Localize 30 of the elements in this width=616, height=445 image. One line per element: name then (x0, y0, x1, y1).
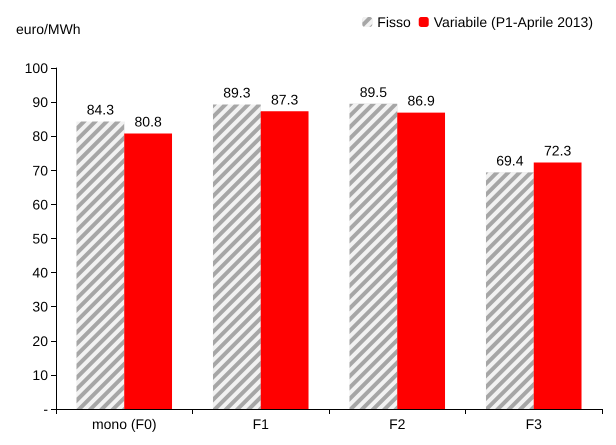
bar (534, 162, 582, 409)
x-tick-label: mono (F0) (92, 416, 157, 432)
y-tick-label: 20 (32, 332, 48, 349)
y-tick-label: 80 (32, 128, 48, 144)
bar (260, 111, 309, 409)
y-axis-title: euro/MWh (16, 21, 81, 37)
data-label: 69.4 (496, 152, 524, 168)
x-tick-label: F3 (526, 416, 542, 432)
y-tick-label: 40 (32, 264, 48, 281)
legend-label: Fisso (377, 14, 411, 30)
y-tick-label: 10 (32, 366, 48, 383)
bar (397, 112, 446, 409)
x-tick-label: F2 (389, 416, 406, 432)
y-tick-label: - (43, 401, 48, 417)
data-label: 86.9 (408, 92, 435, 109)
y-tick-label: 100 (24, 60, 48, 76)
data-label: 87.3 (271, 91, 298, 108)
data-label: 89.3 (223, 84, 251, 100)
data-label: 72.3 (544, 142, 572, 158)
x-tick-label: F1 (252, 416, 270, 432)
y-tick-label: 90 (32, 94, 48, 110)
data-label: 89.5 (360, 84, 388, 100)
bar (124, 133, 172, 409)
y-tick-label: 60 (32, 196, 48, 212)
data-label: 80.8 (134, 113, 162, 130)
y-tick-label: 30 (32, 298, 48, 315)
legend-label: Variabile (P1-Aprile 2013) (434, 14, 593, 30)
y-tick-label: 50 (32, 230, 48, 246)
y-tick-label: 70 (32, 162, 48, 178)
data-label: 84.3 (86, 102, 114, 118)
